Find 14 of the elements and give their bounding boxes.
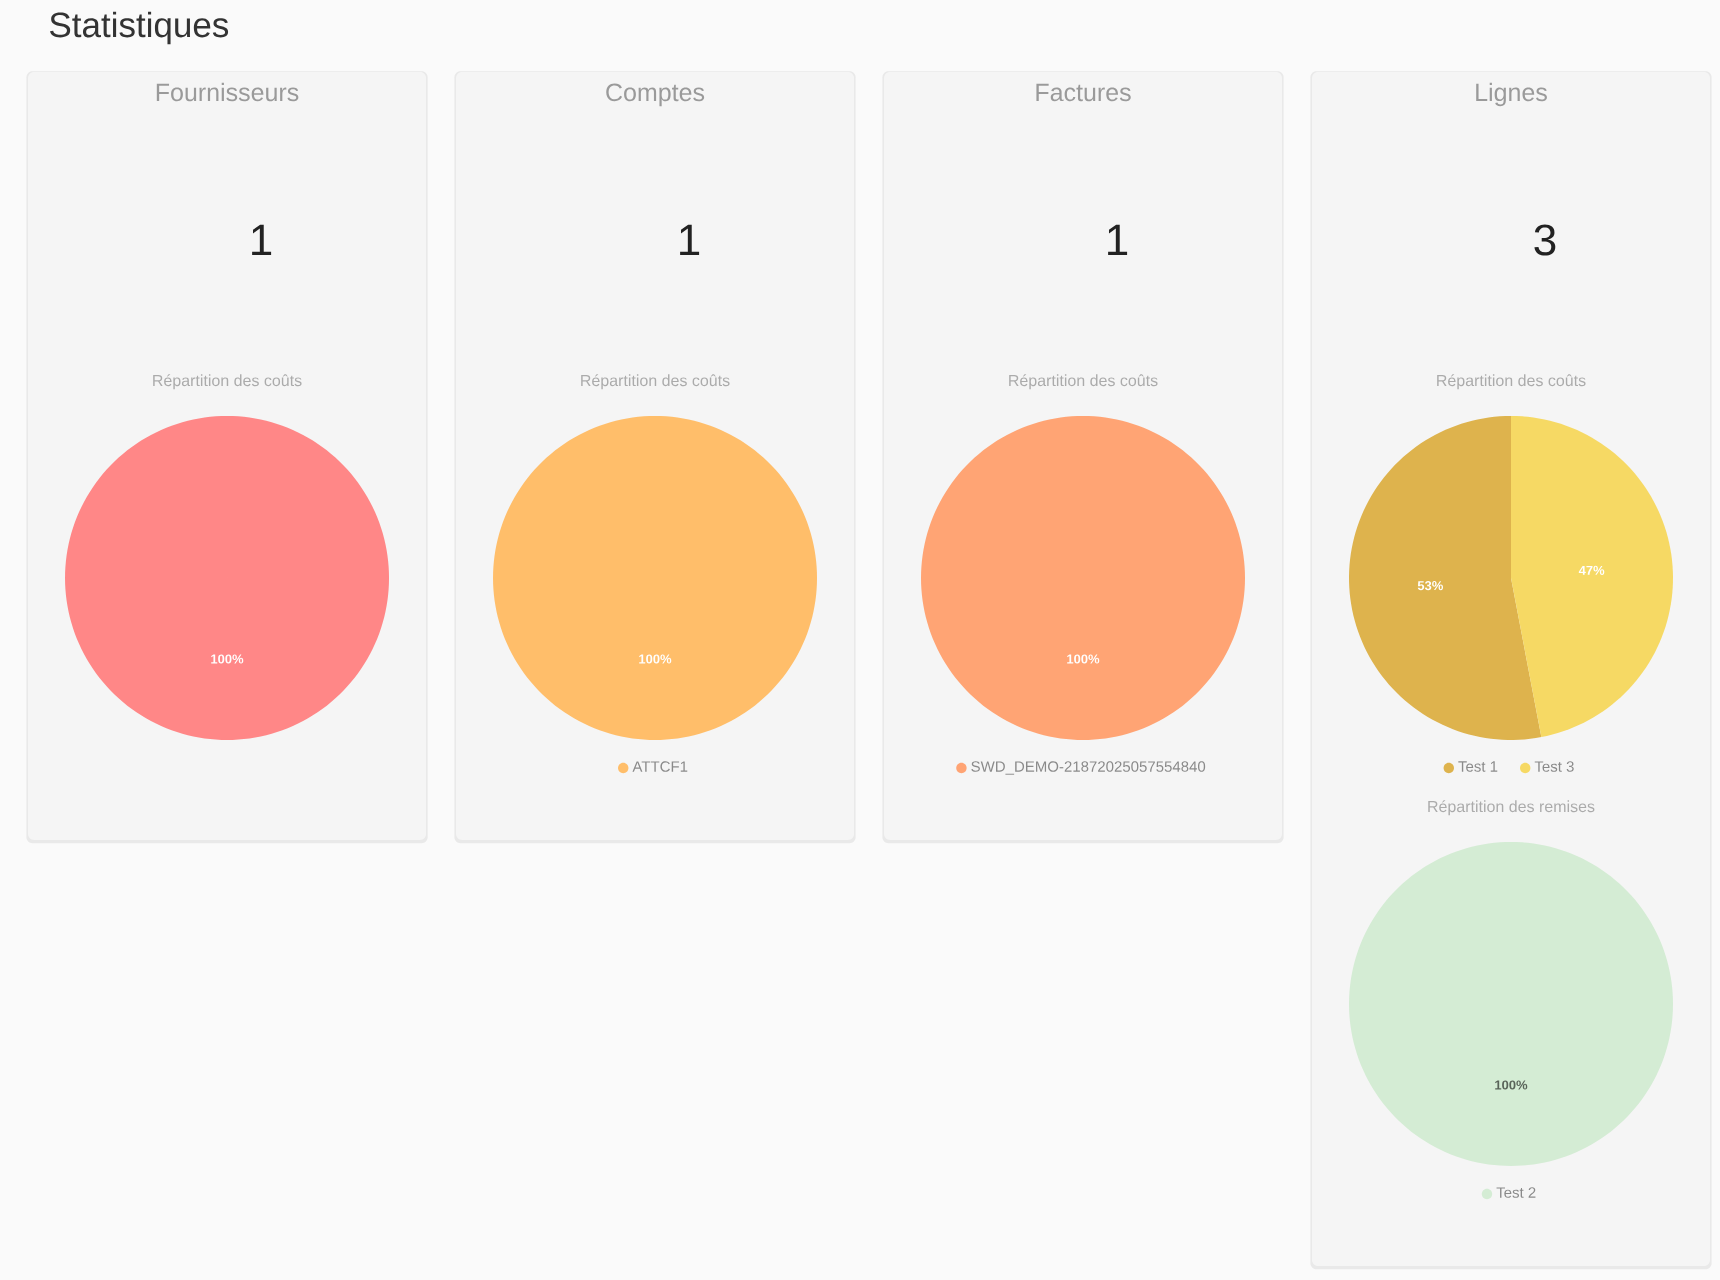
text: 1 — [252, 224, 272, 256]
chart-title: Répartition des coûts — [581, 374, 730, 390]
text: Statistiques — [50, 11, 229, 45]
chart-title: Répartition des coûts — [153, 374, 302, 390]
text: 1 — [1108, 224, 1128, 256]
chart-title: Répartition des remises — [1428, 800, 1595, 816]
text: Comptes — [606, 83, 705, 107]
text: Fournisseurs — [156, 82, 299, 102]
chart-title: Répartition des coûts — [1009, 374, 1158, 390]
text: 1 — [680, 224, 700, 256]
text: Lignes — [1476, 82, 1547, 107]
chart-title: Répartition des coûts — [1437, 374, 1586, 390]
text: 3 — [1534, 224, 1556, 256]
text: Factures — [1036, 83, 1131, 102]
